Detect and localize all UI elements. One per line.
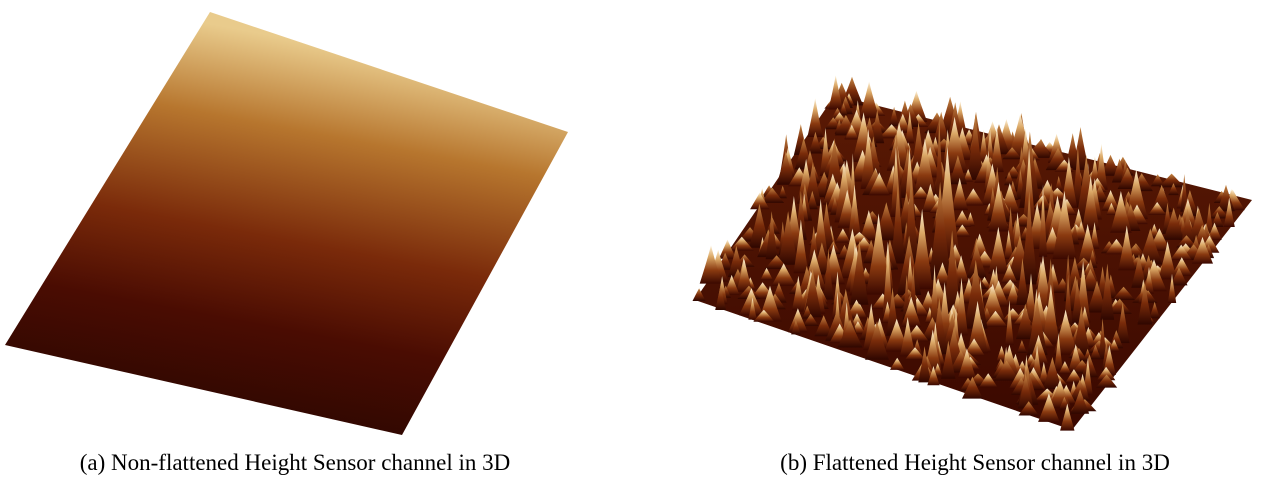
caption-a: (a) Non-flattened Height Sensor channel … bbox=[80, 450, 510, 475]
surface-a bbox=[5, 12, 568, 435]
figure: (a) Non-flattened Height Sensor channel … bbox=[0, 0, 1267, 489]
caption-b: (b) Flattened Height Sensor channel in 3… bbox=[780, 450, 1170, 475]
page: (a) Non-flattened Height Sensor channel … bbox=[0, 0, 1267, 489]
surface-peak bbox=[859, 82, 879, 119]
